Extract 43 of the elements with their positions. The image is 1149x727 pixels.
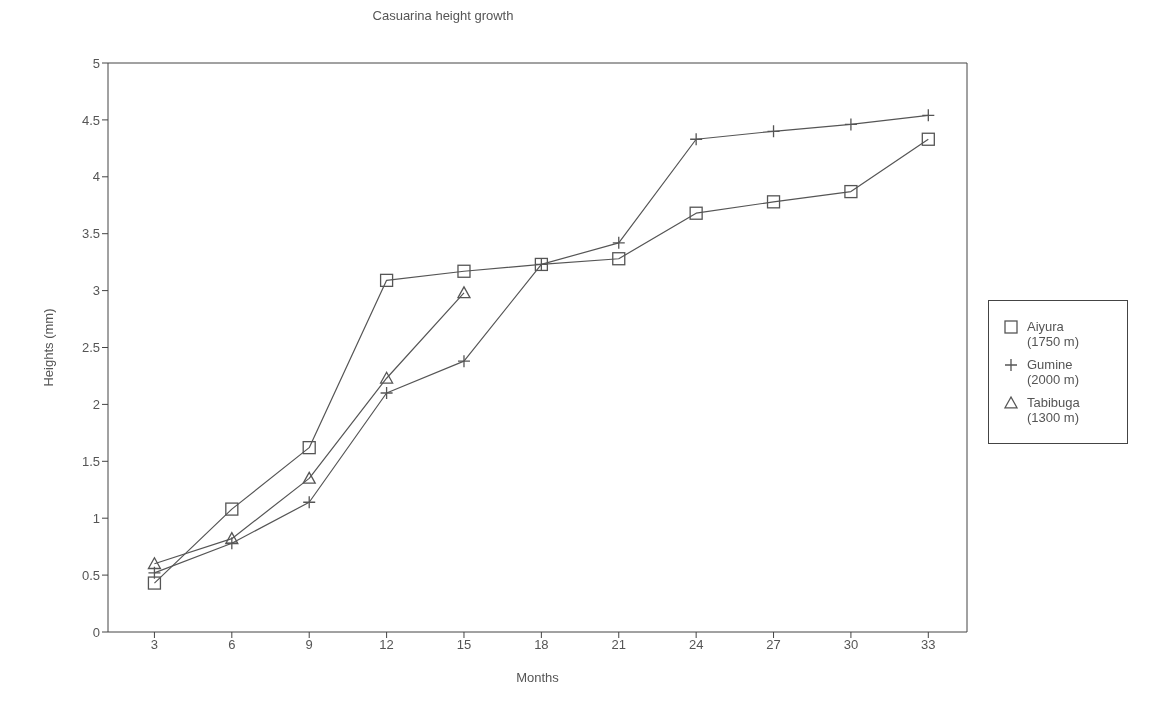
x-tick-label: 6 (228, 637, 236, 653)
legend-label: Aiyura (1750 m) (1027, 319, 1081, 349)
y-tick-label: 0.5 (81, 567, 100, 583)
point (225, 502, 239, 516)
x-tick-label: 15 (456, 637, 472, 653)
y-tick-label: 3 (92, 283, 100, 299)
y-tick-label: 1.5 (81, 453, 100, 469)
point (302, 440, 316, 455)
point (379, 273, 394, 288)
x-tick-label: 27 (766, 637, 781, 653)
point (612, 252, 626, 266)
point (147, 557, 162, 570)
legend-label: Tabibuga (1300 m) (1027, 395, 1081, 425)
y-tick-label: 2.5 (81, 340, 100, 356)
point (147, 576, 162, 590)
point (689, 206, 703, 220)
x-tick-label: 12 (379, 637, 394, 653)
y-tick-label: 3.5 (81, 226, 100, 242)
x-tick-label: 33 (921, 637, 936, 653)
point (379, 371, 394, 384)
x-tick-label: 9 (305, 637, 313, 653)
y-tick-label: 5 (92, 55, 100, 71)
legend-label: Gumine (2000 m) (1027, 357, 1081, 387)
point (766, 195, 781, 209)
y-tick-label: 0 (92, 624, 100, 640)
y-tick-label: 4.5 (81, 112, 100, 128)
y-tick-label: 1 (92, 510, 100, 526)
x-tick-label: 3 (150, 637, 159, 653)
y-axis-title: Heights (mm) (40, 308, 56, 387)
x-tick-label: 21 (611, 637, 626, 653)
y-tick-label: 2 (92, 397, 100, 413)
point (457, 286, 471, 299)
x-axis-title: Months (516, 670, 560, 685)
x-tick-label: 30 (843, 637, 859, 653)
x-tick-label: 18 (534, 637, 549, 653)
point (225, 532, 239, 545)
x-tick-label: 24 (688, 637, 704, 653)
point (921, 132, 935, 146)
point (302, 471, 316, 484)
chart-title: Casuarina height growth (371, 8, 515, 25)
y-tick-label: 4 (92, 169, 100, 185)
point (457, 264, 471, 278)
point (844, 184, 858, 199)
